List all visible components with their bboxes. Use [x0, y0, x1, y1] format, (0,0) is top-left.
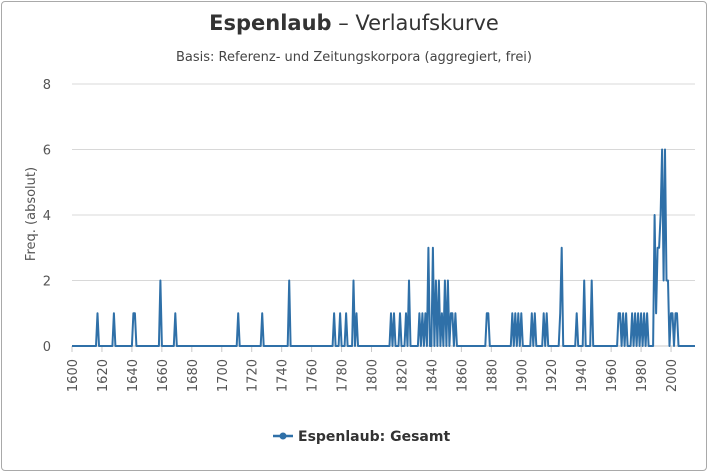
x-tick-label: 1900: [515, 359, 530, 392]
series-layer: [72, 148, 695, 347]
x-tick-label: 1860: [455, 359, 470, 392]
x-tick-label: 1740: [276, 359, 291, 392]
legend-marker-icon: [279, 432, 287, 440]
x-tick-label: 1800: [366, 359, 381, 392]
x-tick-label: 1600: [66, 359, 81, 392]
chart-title: Espenlaub – Verlaufskurve: [209, 11, 499, 35]
y-tick-label: 4: [43, 209, 51, 224]
y-tick-labels: 0 2 4 6 8: [43, 78, 51, 355]
x-tick-label: 1680: [186, 359, 201, 392]
y-tick-label: 2: [43, 275, 51, 290]
grid-lines: [72, 83, 695, 347]
x-tick-label: 1780: [336, 359, 351, 392]
y-tick-label: 0: [43, 340, 51, 355]
x-tick-label: 1640: [126, 359, 141, 392]
x-tick-label: 1820: [395, 359, 410, 392]
x-tick-label: 1720: [246, 359, 261, 392]
x-tick-label: 2000: [665, 359, 680, 392]
x-tick-label: 1940: [575, 359, 590, 392]
x-tick-label: 1760: [306, 359, 321, 392]
x-tick-label: 1620: [96, 359, 111, 392]
x-axis: 1600 1620 1640 1660 1680 1700 1720 1740 1760 1780…: [66, 345, 695, 392]
x-tick-label: 1980: [635, 359, 650, 392]
chart-subtitle: Basis: Referenz- und Zeitungskorpora (ag…: [176, 50, 532, 65]
chart-title-keyword: Espenlaub: [209, 11, 331, 35]
x-tick-label: 1840: [425, 359, 440, 392]
y-axis-label: Freq. (absolut): [24, 167, 39, 261]
legend[interactable]: Espenlaub: Gesamt: [273, 429, 450, 445]
y-tick-label: 6: [43, 144, 51, 159]
chart-title-suffix: – Verlaufskurve: [332, 11, 499, 35]
x-tick-label: 1960: [605, 359, 620, 392]
x-tick-label: 1660: [156, 359, 171, 392]
y-tick-label: 8: [43, 78, 51, 93]
x-tick-label: 1880: [485, 359, 500, 392]
x-tick-label: 1700: [216, 359, 231, 392]
series-line[interactable]: [72, 148, 695, 347]
x-tick-label: 1920: [545, 359, 560, 392]
legend-label[interactable]: Espenlaub: Gesamt: [298, 429, 450, 445]
